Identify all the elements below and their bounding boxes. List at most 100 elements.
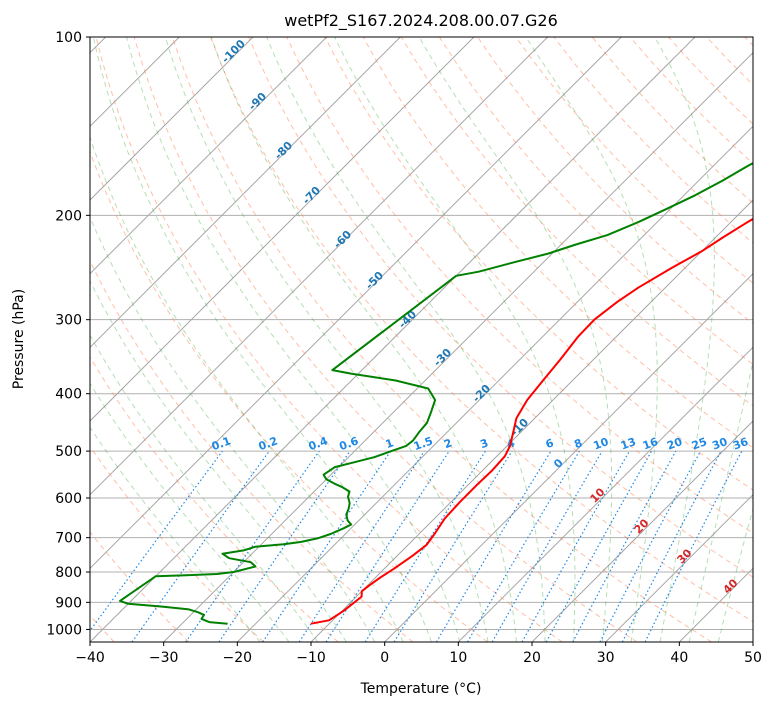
y-tick-label: 300 — [55, 313, 82, 329]
temperature-profile-line — [310, 217, 753, 625]
moist-adiabat — [126, 37, 461, 642]
y-tick-label: 400 — [55, 387, 82, 403]
mixing-ratio-line — [325, 450, 450, 642]
y-tick-label: 200 — [55, 208, 82, 224]
dry-adiabat-label: -20 — [470, 382, 493, 405]
dry-adiabat — [210, 37, 753, 623]
dry-adiabat-label: 10 — [588, 485, 608, 505]
moist-adiabat — [266, 37, 546, 642]
moist-adiabat — [90, 426, 261, 642]
y-axis-label: Pressure (hPa) — [11, 289, 27, 389]
x-tick-label: 20 — [523, 650, 541, 666]
mixing-ratio-label: 6 — [544, 436, 556, 451]
isobar-gridlines — [90, 37, 753, 630]
mixing-ratio-label: 36 — [731, 435, 750, 453]
dry-adiabat — [400, 37, 753, 407]
moist-adiabat — [90, 382, 290, 642]
isotherm — [752, 641, 753, 642]
dry-adiabat — [744, 37, 753, 47]
plot-area: 0.1 0.2 0.4 0.6 1 1.5 2 3 4 6 8 10 13 16 20 25 30 36-100-… — [90, 37, 753, 642]
isotherm — [90, 37, 401, 349]
dry-adiabat — [90, 356, 339, 642]
y-tick-label: 600 — [55, 491, 82, 507]
dry-adiabats — [90, 37, 753, 642]
x-axis-ticks: −40 −30 −20 −10 0 10 20 30 40 50 — [75, 642, 762, 666]
dry-adiabat-label: -90 — [246, 90, 269, 113]
dry-adiabat — [706, 37, 753, 86]
isotherm — [90, 37, 475, 422]
mixing-ratio-lines — [90, 450, 743, 642]
isotherm — [678, 567, 753, 642]
dry-adiabat-label: -70 — [300, 184, 323, 207]
mixing-ratio-label: 8 — [572, 436, 584, 451]
dry-adiabat — [90, 150, 488, 642]
moist-adiabat — [90, 334, 319, 642]
isotherm — [90, 37, 549, 496]
dry-adiabat — [477, 37, 753, 325]
mixing-ratio-label: 0.6 — [338, 434, 361, 453]
isotherm — [90, 37, 622, 570]
mixing-ratio-line — [298, 450, 425, 642]
mixing-ratio-label: 1.5 — [412, 434, 435, 453]
x-tick-label: −40 — [75, 650, 105, 666]
isotherm — [236, 125, 753, 642]
mixing-ratio-label: 10 — [592, 435, 611, 453]
isotherm — [90, 37, 328, 275]
isotherm — [310, 199, 753, 642]
moist-adiabat — [210, 37, 517, 642]
mixing-ratio-line — [90, 450, 223, 632]
mixing-ratio-line — [521, 450, 631, 642]
mixing-ratio-line — [218, 450, 351, 642]
dry-adiabat — [171, 37, 712, 642]
y-tick-label: 500 — [55, 444, 82, 460]
x-tick-label: −20 — [223, 650, 253, 666]
mixing-ratio-label: 1 — [384, 436, 396, 451]
isotherm-gridlines — [90, 37, 753, 642]
mixing-ratio-label: 2 — [442, 436, 454, 451]
dry-adiabat — [95, 37, 563, 642]
dry-adiabat-label: -80 — [272, 139, 295, 162]
dry-adiabat — [90, 259, 414, 642]
dry-adiabat — [90, 531, 190, 642]
dry-adiabat-label: 20 — [632, 516, 652, 536]
mixing-ratio-label: 3 — [478, 436, 490, 451]
mixing-ratio-line — [644, 450, 743, 642]
x-tick-label: 50 — [744, 650, 762, 666]
moist-adiabat — [90, 215, 376, 642]
mixing-ratio-label: 16 — [641, 435, 660, 453]
moist-adiabats — [90, 37, 753, 642]
y-tick-label: 900 — [55, 595, 82, 611]
mixing-ratio-label: 25 — [690, 435, 709, 452]
mixing-ratio-line — [545, 450, 653, 642]
dry-adiabat-label: -100 — [219, 37, 248, 66]
dry-adiabat — [248, 37, 753, 578]
dry-adiabat — [133, 37, 638, 642]
x-tick-label: −10 — [296, 650, 326, 666]
isotherm — [163, 51, 753, 642]
y-tick-label: 1000 — [46, 622, 82, 638]
moist-adiabat — [164, 37, 489, 642]
dry-adiabat — [515, 37, 753, 284]
y-tick-label: 100 — [55, 30, 82, 46]
mixing-ratio-line — [131, 450, 270, 642]
isotherm — [90, 37, 254, 201]
dry-adiabat-label: 40 — [721, 576, 741, 596]
mixing-ratio-line — [262, 450, 392, 642]
isotherm — [531, 420, 753, 642]
y-tick-label: 800 — [55, 565, 82, 581]
mixing-ratio-label: 0.2 — [257, 434, 280, 453]
moist-adiabat — [688, 358, 753, 642]
x-tick-label: 40 — [670, 650, 688, 666]
moist-adiabat — [90, 135, 404, 642]
mixing-ratio-label: 30 — [710, 435, 729, 453]
mixing-ratio-label: 13 — [619, 435, 638, 452]
dry-adiabat — [90, 445, 264, 642]
background-line-labels: 0.1 0.2 0.4 0.6 1 1.5 2 3 4 6 8 10 13 16 20 25 30 36-100-… — [210, 37, 750, 597]
mixing-ratio-label: 0.4 — [307, 434, 330, 453]
mixing-ratio-line — [435, 450, 552, 642]
x-tick-label: 10 — [449, 650, 467, 666]
isotherm — [384, 272, 753, 642]
mixing-ratio-line — [599, 450, 702, 642]
isotherm — [457, 346, 753, 642]
